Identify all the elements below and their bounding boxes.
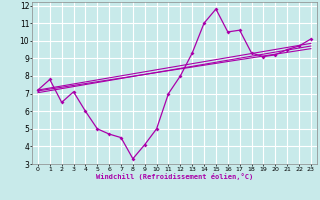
- X-axis label: Windchill (Refroidissement éolien,°C): Windchill (Refroidissement éolien,°C): [96, 173, 253, 180]
